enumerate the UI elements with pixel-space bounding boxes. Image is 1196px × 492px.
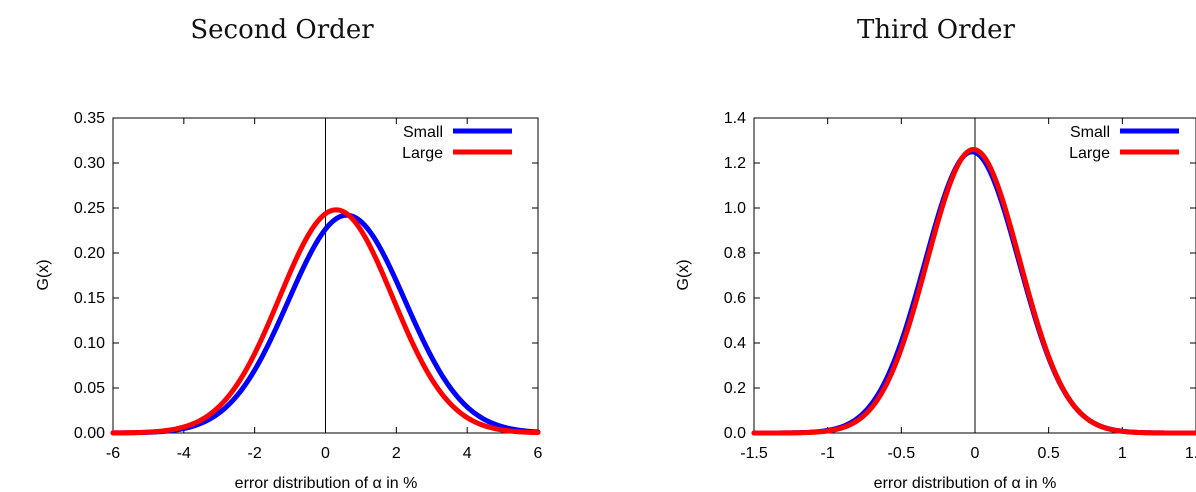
y-tick-label: 1.2 — [724, 155, 746, 172]
y-tick-label: 0.2 — [724, 380, 746, 397]
chart-second-order: Second Order error distribution of α in … — [35, 15, 543, 492]
x-tick-label: 0.5 — [1038, 445, 1060, 462]
x-tick-label: 1.5 — [1185, 445, 1196, 462]
x-axis-label: error distribution of α in % — [874, 475, 1057, 492]
x-tick-label: 1 — [1118, 445, 1127, 462]
legend-label-large: Large — [1069, 145, 1110, 162]
legend-label-small: Small — [1070, 124, 1110, 141]
y-tick-label: 0.4 — [724, 335, 746, 352]
x-tick-label: 6 — [534, 445, 543, 462]
y-tick-label: 0.35 — [74, 110, 105, 127]
series-line-large — [751, 147, 1196, 436]
y-axis-label: G(x) — [675, 259, 692, 290]
x-tick-label: -4 — [177, 445, 191, 462]
y-tick-label: 0.30 — [74, 155, 105, 172]
y-tick-label: 0.05 — [74, 380, 105, 397]
y-axis-label: G(x) — [35, 259, 52, 290]
plot-area: -6 -4 -2 0 2 4 6 0.00 0.05 0.10 0.15 0.20 0.25 0.30 0.… — [74, 110, 543, 462]
x-tick-label: -0.5 — [888, 445, 916, 462]
chart-title: Third Order — [857, 15, 1016, 45]
plot-area: -1.5 -1 -0.5 0 0.5 1 1.5 0.0 0.2 0.4 0.6 0.8 1.0 1.2 1… — [724, 110, 1196, 462]
legend: Small Large — [1069, 124, 1179, 162]
legend-label-small: Small — [403, 124, 443, 141]
y-tick-label: 0.00 — [74, 425, 105, 442]
y-tick-label: 0.8 — [724, 245, 746, 262]
y-tick-label: 1.0 — [724, 200, 746, 217]
x-tick-label: 0 — [971, 445, 980, 462]
chart-third-order: Third Order error distribution of α in %… — [675, 15, 1196, 492]
y-tick-label: 0.25 — [74, 200, 105, 217]
legend-label-large: Large — [402, 145, 443, 162]
y-tick-label: 0.10 — [74, 335, 105, 352]
series-line-large — [110, 207, 541, 436]
x-tick-label: -1.5 — [740, 445, 768, 462]
y-tick-label: 1.4 — [724, 110, 746, 127]
x-tick-label: 2 — [392, 445, 401, 462]
x-tick-label: -2 — [248, 445, 262, 462]
x-tick-label: -6 — [106, 445, 120, 462]
y-tick-label: 0.15 — [74, 290, 105, 307]
chart-title: Second Order — [190, 15, 374, 45]
x-tick-label: 0 — [321, 445, 330, 462]
x-axis-label: error distribution of α in % — [235, 475, 418, 492]
x-tick-label: -1 — [821, 445, 835, 462]
legend: Small Large — [402, 124, 512, 162]
y-tick-label: 0.6 — [724, 290, 746, 307]
y-tick-label: 0.20 — [74, 245, 105, 262]
y-tick-label: 0.0 — [724, 425, 746, 442]
x-tick-label: 4 — [463, 445, 472, 462]
